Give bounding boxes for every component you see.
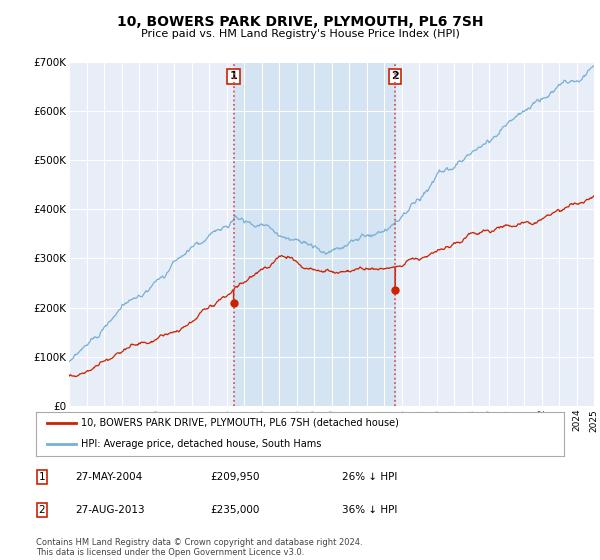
Bar: [233, 62, 395, 406]
Text: Contains HM Land Registry data © Crown copyright and database right 2024.
This d: Contains HM Land Registry data © Crown c…: [36, 538, 362, 557]
Text: 2: 2: [38, 505, 46, 515]
Text: 1: 1: [38, 472, 46, 482]
Text: 10, BOWERS PARK DRIVE, PLYMOUTH, PL6 7SH (detached house): 10, BOWERS PARK DRIVE, PLYMOUTH, PL6 7SH…: [81, 418, 399, 428]
Text: 26% ↓ HPI: 26% ↓ HPI: [342, 472, 397, 482]
Text: HPI: Average price, detached house, South Hams: HPI: Average price, detached house, Sout…: [81, 439, 321, 449]
Text: 36% ↓ HPI: 36% ↓ HPI: [342, 505, 397, 515]
Text: 27-AUG-2013: 27-AUG-2013: [75, 505, 145, 515]
Text: £235,000: £235,000: [210, 505, 259, 515]
Text: 2: 2: [392, 72, 399, 81]
Text: £209,950: £209,950: [210, 472, 260, 482]
Text: 1: 1: [230, 72, 238, 81]
Text: 10, BOWERS PARK DRIVE, PLYMOUTH, PL6 7SH: 10, BOWERS PARK DRIVE, PLYMOUTH, PL6 7SH: [117, 15, 483, 29]
Text: 27-MAY-2004: 27-MAY-2004: [75, 472, 142, 482]
Text: Price paid vs. HM Land Registry's House Price Index (HPI): Price paid vs. HM Land Registry's House …: [140, 29, 460, 39]
